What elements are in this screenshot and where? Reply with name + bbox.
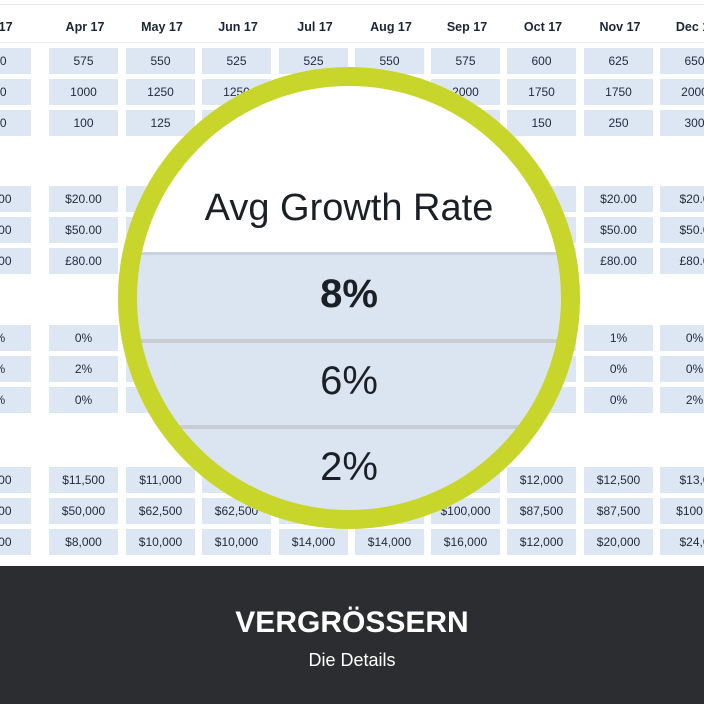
table-cell[interactable]: $8,000 bbox=[49, 529, 118, 555]
column-header: ar 17 bbox=[0, 20, 13, 34]
caption-title: VERGRÖSSERN bbox=[235, 606, 469, 639]
table-cell[interactable]: 1750 bbox=[507, 79, 576, 105]
table-cell[interactable]: 0% bbox=[0, 325, 31, 351]
table-cell[interactable]: 0,000 bbox=[0, 498, 31, 524]
table-cell[interactable]: 550 bbox=[0, 48, 31, 74]
table-cell[interactable]: $14,000 bbox=[279, 529, 348, 555]
column-header: Jun 17 bbox=[218, 20, 258, 34]
table-cell[interactable]: 0% bbox=[584, 387, 653, 413]
table-cell[interactable]: 150 bbox=[507, 110, 576, 136]
table-cell[interactable]: 575 bbox=[431, 48, 500, 74]
table-cell[interactable]: $24,0 bbox=[660, 529, 704, 555]
table-cell[interactable]: 1250 bbox=[126, 79, 195, 105]
magnifier-value-primary: 8% bbox=[320, 272, 378, 316]
table-cell[interactable]: £80.00 bbox=[49, 248, 118, 274]
table-cell[interactable]: £80.0 bbox=[660, 248, 704, 274]
table-cell[interactable]: 80.00 bbox=[0, 248, 31, 274]
table-cell[interactable]: $11,500 bbox=[49, 467, 118, 493]
table-cell[interactable]: 20.00 bbox=[0, 186, 31, 212]
table-cell[interactable]: 1% bbox=[584, 325, 653, 351]
table-cell[interactable]: 2% bbox=[0, 387, 31, 413]
table-cell[interactable]: $20,000 bbox=[584, 529, 653, 555]
table-cell[interactable]: 525 bbox=[202, 48, 271, 74]
table-cell[interactable]: 575 bbox=[49, 48, 118, 74]
table-cell[interactable]: $12,000 bbox=[507, 529, 576, 555]
table-cell[interactable]: 50.00 bbox=[0, 217, 31, 243]
table-cell[interactable]: 000 bbox=[0, 79, 31, 105]
table-cell[interactable]: 0% bbox=[660, 325, 704, 351]
table-cell[interactable]: 2% bbox=[660, 387, 704, 413]
table-cell[interactable]: $20.00 bbox=[49, 186, 118, 212]
table-cell[interactable]: $50.0 bbox=[660, 217, 704, 243]
table-cell[interactable]: 0% bbox=[49, 325, 118, 351]
header-divider bbox=[0, 42, 704, 43]
column-header: Nov 17 bbox=[599, 20, 641, 34]
table-cell[interactable]: $50.00 bbox=[584, 217, 653, 243]
table-cell[interactable]: 0% bbox=[584, 356, 653, 382]
table-cell[interactable]: 650 bbox=[660, 48, 704, 74]
table-cell[interactable]: $16,000 bbox=[431, 529, 500, 555]
table-cell[interactable]: $87,500 bbox=[584, 498, 653, 524]
table-cell[interactable]: 1000 bbox=[49, 79, 118, 105]
column-header: May 17 bbox=[141, 20, 183, 34]
table-cell[interactable]: 2% bbox=[49, 356, 118, 382]
table-cell[interactable]: £80.00 bbox=[584, 248, 653, 274]
column-header: Oct 17 bbox=[523, 20, 563, 34]
magnifier-divider bbox=[118, 339, 580, 343]
table-cell[interactable]: $12,500 bbox=[584, 467, 653, 493]
column-header: Dec 17 bbox=[675, 20, 704, 34]
table-cell[interactable]: 625 bbox=[584, 48, 653, 74]
table-cell[interactable]: $13,0 bbox=[660, 467, 704, 493]
top-divider bbox=[0, 4, 704, 5]
magnifier-lens: Avg Growth Rate 8% 6% 2% bbox=[118, 67, 580, 529]
table-cell[interactable]: 600 bbox=[507, 48, 576, 74]
spreadsheet-view: ar 17 Apr 17 May 17 Jun 17 Jul 17 Aug 17 Sep 1… bbox=[0, 4, 704, 555]
table-cell[interactable]: 0% bbox=[660, 356, 704, 382]
magnifier-value: 2% bbox=[320, 445, 378, 489]
magnifier-value: 6% bbox=[320, 359, 378, 403]
magnifier-divider bbox=[118, 425, 580, 429]
table-cell[interactable]: $50.00 bbox=[49, 217, 118, 243]
table-cell[interactable]: 300 bbox=[660, 110, 704, 136]
column-header: Apr 17 bbox=[65, 20, 105, 34]
table-cell[interactable]: 2000 bbox=[660, 79, 704, 105]
magnifier-heading: Avg Growth Rate bbox=[204, 187, 494, 229]
table-cell[interactable]: 1750 bbox=[584, 79, 653, 105]
table-cell[interactable]: 100 bbox=[0, 110, 31, 136]
table-cell[interactable]: $10,000 bbox=[202, 529, 271, 555]
table-cell[interactable]: 100 bbox=[49, 110, 118, 136]
table-cell[interactable]: 0% bbox=[49, 387, 118, 413]
table-cell[interactable]: $14,000 bbox=[355, 529, 424, 555]
table-cell[interactable]: 1,000 bbox=[0, 467, 31, 493]
column-header: Aug 17 bbox=[370, 20, 412, 34]
magnifier-divider bbox=[118, 252, 580, 255]
magnifier-band bbox=[118, 252, 580, 529]
table-cell[interactable]: $20.0 bbox=[660, 186, 704, 212]
caption-footer: VERGRÖSSERN Die Details bbox=[0, 566, 704, 704]
table-cell[interactable]: $100,0 bbox=[660, 498, 704, 524]
table-cell[interactable]: 550 bbox=[126, 48, 195, 74]
table-cell[interactable]: $20.00 bbox=[584, 186, 653, 212]
column-header: Sep 17 bbox=[446, 20, 488, 34]
column-header: Jul 17 bbox=[297, 20, 333, 34]
table-cell[interactable]: 250 bbox=[584, 110, 653, 136]
caption-subtitle: Die Details bbox=[308, 650, 396, 670]
table-cell[interactable]: 125 bbox=[126, 110, 195, 136]
table-cell[interactable]: 0,000 bbox=[0, 529, 31, 555]
table-cell[interactable]: 0% bbox=[0, 356, 31, 382]
table-cell[interactable]: $50,000 bbox=[49, 498, 118, 524]
table-cell[interactable]: $10,000 bbox=[126, 529, 195, 555]
